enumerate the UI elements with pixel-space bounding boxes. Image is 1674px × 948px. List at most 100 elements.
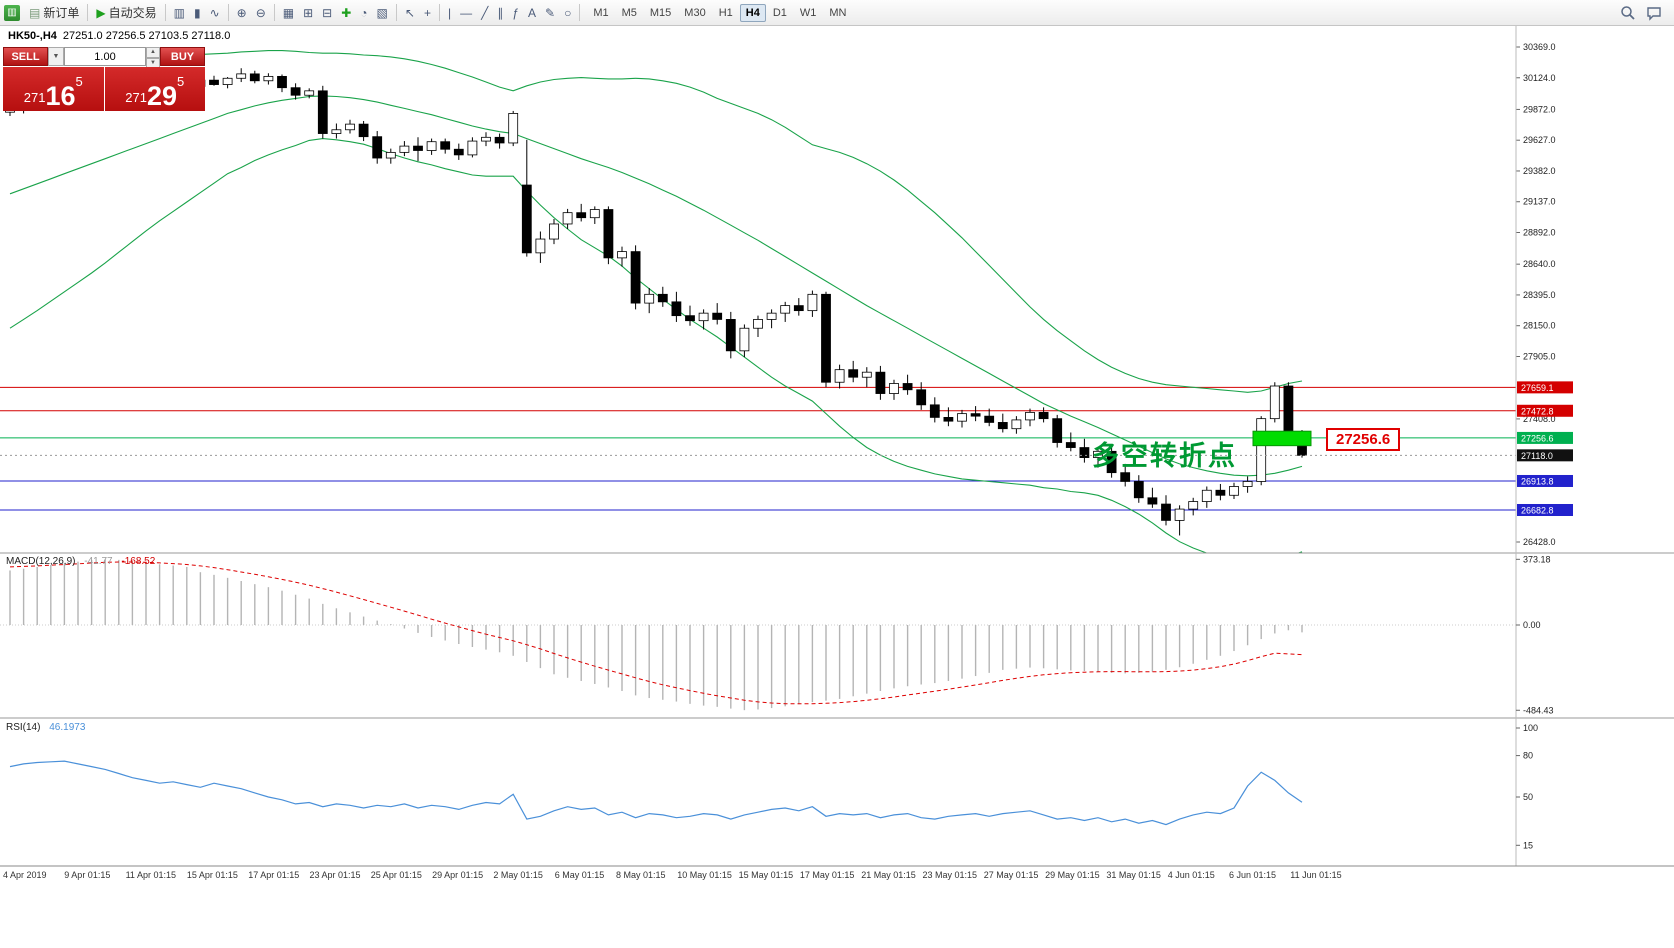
macd-signal-value: -168.52 — [121, 556, 156, 567]
sell-price-big: 16 — [45, 81, 76, 112]
symbol-name: HK50-,H4 — [8, 30, 57, 42]
timeframe-group: M1 M5 M15 M30 H1 H4 D1 W1 MN — [587, 3, 852, 22]
crosshair-button[interactable]: + — [420, 5, 435, 21]
svg-text:11 Jun 01:15: 11 Jun 01:15 — [1290, 870, 1341, 880]
price-axis: 30369.0 30124.0 29872.0 29627.0 29382.0 29137… — [1516, 42, 1556, 547]
highlight-zone — [1252, 430, 1312, 447]
zoom-in-button[interactable]: ⊕ — [233, 5, 251, 21]
chat-icon[interactable] — [1646, 5, 1662, 21]
buy-price-big: 29 — [146, 81, 177, 112]
svg-text:31 May 01:15: 31 May 01:15 — [1106, 870, 1161, 880]
svg-text:11 Apr 01:15: 11 Apr 01:15 — [126, 870, 176, 880]
shapes-button[interactable]: ○ — [560, 5, 575, 21]
svg-text:27408.0: 27408.0 — [1523, 414, 1556, 424]
volume-dropdown-button[interactable]: ▼ — [48, 47, 64, 66]
templates-button[interactable]: ▧ — [373, 5, 392, 21]
tile-windows-icon: ▦ — [282, 5, 295, 20]
timeframe-m30-button[interactable]: M30 — [684, 6, 706, 19]
svg-text:29 Apr 01:15: 29 Apr 01:15 — [432, 870, 483, 880]
periods-button[interactable]: ◔ — [356, 5, 371, 21]
svg-text:29137.0: 29137.0 — [1523, 197, 1556, 207]
macd-indicator-label: MACD(12,26,9) -41.77 -168.52 — [6, 556, 155, 567]
toolbar-right-group — [1620, 5, 1670, 21]
new-order-button-label: 新订单 — [43, 6, 80, 20]
timeframe-m15-button[interactable]: M15 — [649, 6, 672, 19]
timeframe-h1-button[interactable]: H1 — [718, 6, 733, 19]
svg-text:8 May 01:15: 8 May 01:15 — [616, 870, 666, 880]
bollinger-bands — [9, 50, 1303, 553]
channel-button[interactable]: ∥ — [493, 5, 507, 21]
svg-text:4 Apr 2019: 4 Apr 2019 — [3, 870, 47, 880]
svg-text:30369.0: 30369.0 — [1523, 42, 1556, 52]
indicators-button[interactable]: ✚ — [337, 5, 355, 21]
svg-text:9 Apr 01:15: 9 Apr 01:15 — [64, 870, 110, 880]
search-icon[interactable] — [1620, 5, 1636, 21]
timeframe-h4-button[interactable]: H4 — [739, 3, 766, 22]
timeframe-w1-button[interactable]: W1 — [799, 6, 817, 19]
svg-text:28395.0: 28395.0 — [1523, 290, 1556, 300]
chart-annotation-text: 多空转折点 — [1092, 441, 1237, 471]
svg-text:26682.8: 26682.8 — [1521, 505, 1554, 515]
horizontal-line-button[interactable]: — — [456, 5, 476, 21]
svg-text:0.00: 0.00 — [1523, 620, 1541, 630]
new-order-button[interactable]: ▤ 新订单 — [25, 2, 83, 23]
svg-text:50: 50 — [1523, 792, 1533, 802]
arrows-button[interactable]: ✎ — [541, 5, 559, 21]
macd-value: -41.77 — [84, 556, 113, 567]
sell-price[interactable]: 271 16 5 — [3, 67, 104, 111]
trendline-button[interactable]: ╱ — [477, 5, 492, 21]
timeframe-mn-button[interactable]: MN — [829, 6, 847, 19]
svg-text:28640.0: 28640.0 — [1523, 259, 1556, 269]
svg-text:27905.0: 27905.0 — [1523, 351, 1556, 361]
vertical-line-button[interactable]: | — [444, 5, 455, 21]
line-chart-button[interactable]: ∿ — [206, 5, 224, 21]
svg-text:100: 100 — [1523, 723, 1538, 733]
cascade-windows-button[interactable]: ⊞ — [299, 5, 317, 21]
svg-text:25 Apr 01:15: 25 Apr 01:15 — [371, 870, 422, 880]
sell-button[interactable]: SELL — [3, 47, 48, 66]
svg-text:29627.0: 29627.0 — [1523, 135, 1556, 145]
buy-button[interactable]: BUY — [160, 47, 205, 66]
cursor-icon: ↖ — [404, 5, 415, 20]
fibonacci-button[interactable]: ƒ — [508, 5, 523, 21]
timeframe-d1-button[interactable]: D1 — [772, 6, 787, 19]
trade-panel-top-row: SELL ▼ ▲ ▼ BUY — [3, 47, 205, 69]
svg-text:30124.0: 30124.0 — [1523, 73, 1556, 83]
cursor-button[interactable]: ↖ — [401, 5, 419, 21]
svg-text:23 May 01:15: 23 May 01:15 — [923, 870, 978, 880]
autotrading-button[interactable]: ▶ 自动交易 — [92, 2, 160, 23]
text-button[interactable]: A — [524, 5, 540, 21]
bar-chart-button[interactable]: ▥ — [170, 5, 189, 21]
rsi-pane: 100 80 50 15 — [9, 723, 1538, 850]
svg-text:6 Jun 01:15: 6 Jun 01:15 — [1229, 870, 1276, 880]
volume-increase-button[interactable]: ▲ — [146, 47, 160, 58]
svg-text:26913.8: 26913.8 — [1521, 476, 1554, 486]
toolbar-separator — [438, 4, 440, 21]
svg-text:15 Apr 01:15: 15 Apr 01:15 — [187, 870, 238, 880]
buy-price[interactable]: 271 29 5 — [104, 67, 205, 112]
text-icon: A — [528, 5, 537, 20]
toolbar-separator — [395, 4, 397, 21]
crosshair-icon: + — [423, 5, 431, 20]
timeframe-m1-button[interactable]: M1 — [593, 6, 609, 19]
svg-text:28150.0: 28150.0 — [1523, 321, 1556, 331]
svg-text:373.18: 373.18 — [1523, 554, 1551, 564]
toolbar-separator — [227, 4, 229, 21]
zoom-out-button[interactable]: ⊖ — [252, 5, 270, 21]
svg-text:6 May 01:15: 6 May 01:15 — [555, 870, 605, 880]
horizontal-line-icon: — — [460, 5, 473, 20]
volume-input[interactable] — [64, 47, 146, 66]
svg-text:27472.8: 27472.8 — [1521, 406, 1554, 416]
chart-area[interactable]: 30369.0 30124.0 29872.0 29627.0 29382.0 29137… — [0, 26, 1674, 948]
autotrading-button-label: 自动交易 — [108, 6, 157, 20]
arrange-windows-button[interactable]: ⊟ — [318, 5, 336, 21]
cascade-windows-icon: ⊞ — [303, 5, 314, 20]
indicators-icon: ✚ — [341, 5, 352, 20]
templates-icon: ▧ — [376, 5, 388, 20]
tile-windows-button[interactable]: ▦ — [279, 5, 298, 21]
candlestick-button[interactable]: ▮ — [190, 5, 205, 21]
svg-text:29 May 01:15: 29 May 01:15 — [1045, 870, 1100, 880]
timeframe-m5-button[interactable]: M5 — [621, 6, 637, 19]
svg-text:29382.0: 29382.0 — [1523, 166, 1556, 176]
current-price-label: 27118.0 — [1517, 449, 1573, 462]
